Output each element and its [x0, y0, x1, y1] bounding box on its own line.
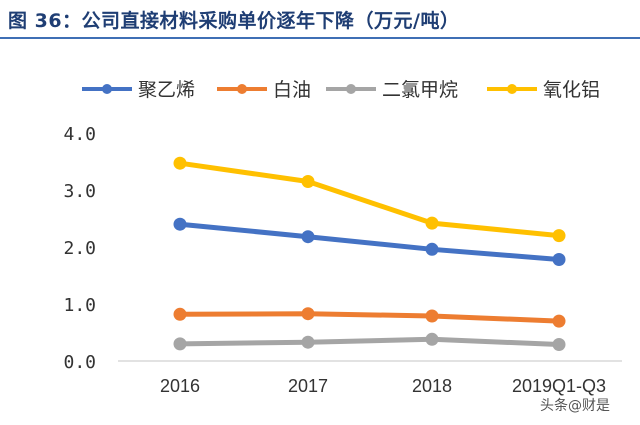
y-tick-label-3: 2.0: [63, 238, 96, 259]
title-divider: [0, 37, 640, 39]
data-point-s2-1: [173, 307, 187, 321]
legend-marker-3: [346, 84, 356, 94]
legend-marker-4: [507, 84, 517, 94]
x-tick-label-1: 2016: [160, 376, 200, 396]
chart-legend: 聚乙烯 白油 二氯甲烷 氧化铝: [82, 79, 600, 101]
data-point-s1-1: [173, 217, 187, 231]
y-tick-label-1: 0.0: [63, 352, 96, 373]
data-point-s2-4: [552, 314, 566, 328]
y-tick-label-2: 1.0: [63, 295, 96, 316]
data-point-s1-4: [552, 253, 566, 266]
x-tick-label-3: 2018: [412, 376, 452, 396]
legend-marker-1: [102, 84, 112, 94]
series-line-4: [177, 160, 562, 239]
legend-label-3: 二氯甲烷: [382, 79, 458, 101]
legend-label-2: 白油: [273, 79, 311, 101]
legend-label-1: 聚乙烯: [138, 79, 195, 101]
x-axis: 2016 2017 2018 2019Q1-Q3: [118, 360, 622, 396]
data-point-s4-3: [425, 216, 439, 230]
data-point-s3-3: [425, 332, 439, 346]
plot-area: [173, 156, 566, 351]
legend-marker-2: [237, 84, 247, 94]
watermark: 头条@财是: [540, 398, 610, 414]
data-point-s3-1: [173, 337, 187, 351]
data-point-s4-4: [552, 229, 566, 243]
series-line-1: [177, 221, 562, 262]
data-point-s3-2: [301, 335, 315, 349]
data-point-s1-2: [301, 230, 315, 244]
x-tick-label-2: 2017: [288, 376, 328, 396]
data-point-s1-3: [425, 242, 439, 256]
data-point-s4-2: [301, 175, 315, 188]
y-tick-label-4: 3.0: [63, 181, 96, 202]
series-line-3: [177, 336, 562, 347]
x-tick-label-4: 2019Q1-Q3: [512, 376, 606, 396]
data-point-s3-4: [552, 338, 566, 351]
data-point-s4-1: [173, 156, 187, 170]
series-line-2: [177, 311, 562, 324]
data-point-s2-2: [301, 307, 315, 321]
y-axis: 0.0 1.0 2.0 3.0 4.0: [63, 124, 96, 373]
data-point-s2-3: [425, 309, 439, 323]
figure-title: 图 36：公司直接材料采购单价逐年下降（万元/吨）: [8, 10, 460, 32]
y-tick-label-5: 4.0: [63, 124, 96, 145]
legend-label-4: 氧化铝: [543, 79, 600, 101]
